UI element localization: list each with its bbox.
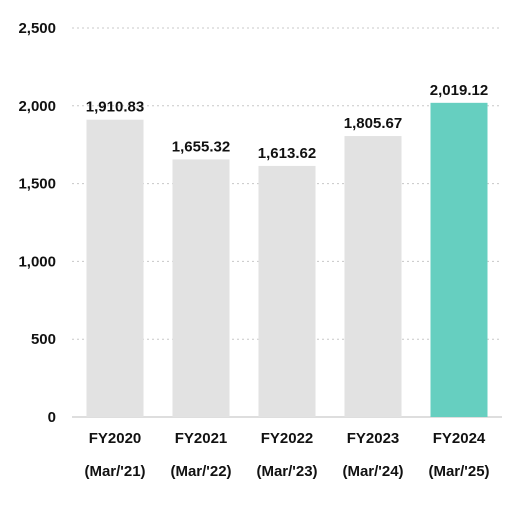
y-tick-label: 2,500 xyxy=(18,20,56,37)
x-tick-label-year: FY2021 xyxy=(175,430,228,447)
x-axis: FY2020 (Mar/'21) FY2021 (Mar/'22) FY2022 (Mar… xyxy=(84,430,489,480)
data-label: 1,805.67 xyxy=(344,115,402,132)
x-tick-label-period: (Mar/'22) xyxy=(170,463,231,480)
x-tick-label-year: FY2022 xyxy=(261,430,314,447)
x-tick-label-year: FY2020 xyxy=(89,430,142,447)
x-tick-label-year: FY2024 xyxy=(433,430,486,447)
data-label: 1,655.32 xyxy=(172,138,230,155)
x-tick-label-period: (Mar/'24) xyxy=(342,463,403,480)
y-axis: 0 500 1,000 1,500 2,000 2,500 xyxy=(18,20,56,426)
y-tick-label: 500 xyxy=(31,331,56,348)
x-tick-label-period: (Mar/'25) xyxy=(428,463,489,480)
bar-fy2024 xyxy=(430,102,488,418)
x-tick-label-year: FY2023 xyxy=(347,430,400,447)
x-tick-label-period: (Mar/'23) xyxy=(256,463,317,480)
y-tick-label: 2,000 xyxy=(18,98,56,115)
bar-fy2023 xyxy=(344,136,402,417)
bars xyxy=(86,102,488,418)
data-label: 1,910.83 xyxy=(86,99,144,116)
bar-fy2022 xyxy=(258,165,316,417)
bar-fy2021 xyxy=(172,159,230,418)
data-labels: 1,910.83 1,655.32 1,613.62 1,805.67 2,019.12 xyxy=(86,82,488,162)
data-label: 2,019.12 xyxy=(430,82,488,99)
bar-fy2020 xyxy=(86,119,144,417)
data-label: 1,613.62 xyxy=(258,145,316,162)
y-tick-label: 1,000 xyxy=(18,253,56,270)
x-tick-label-period: (Mar/'21) xyxy=(84,463,145,480)
y-tick-label: 1,500 xyxy=(18,176,56,193)
y-tick-label: 0 xyxy=(48,409,56,426)
